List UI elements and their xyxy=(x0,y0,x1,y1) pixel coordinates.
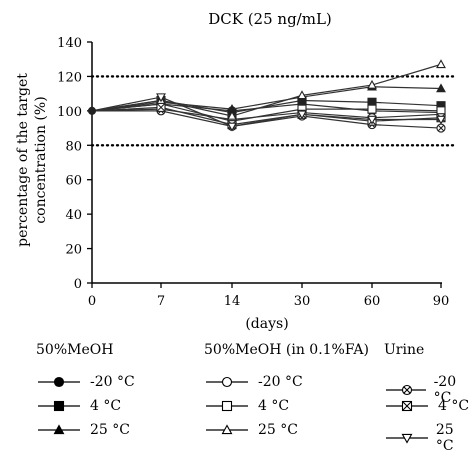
data-point xyxy=(227,122,237,132)
legend-item: 4 °C xyxy=(204,398,289,414)
data-point xyxy=(227,110,237,120)
legend-marker xyxy=(53,376,65,388)
legend-swatch xyxy=(206,400,248,412)
series-line xyxy=(91,106,442,126)
y-tick-label: 20 xyxy=(65,243,82,258)
legend-swatch xyxy=(206,424,248,435)
data-point xyxy=(436,123,446,133)
legend-swatch xyxy=(386,384,426,396)
legend-item-label: 4 °C xyxy=(438,398,470,414)
y-axis-label-line-2: concentration (%) xyxy=(33,96,49,223)
y-ticks: 0 20 40 60 80 100 120 140 xyxy=(57,36,92,292)
legend-item: 4 °C xyxy=(36,398,121,414)
legend-item: -20 °C xyxy=(204,374,303,390)
x-tick-label: 14 xyxy=(224,294,241,309)
legend-item-label: -20 °C xyxy=(433,374,457,406)
y-tick-label: 100 xyxy=(57,105,82,120)
data-point xyxy=(367,104,377,114)
data-point xyxy=(436,59,446,69)
series-meoh-4 xyxy=(91,95,446,118)
reference-lines xyxy=(90,75,457,147)
legend-item-label: 25 °C xyxy=(90,422,130,438)
data-point xyxy=(297,110,307,120)
legend-group-title: 50%MeOH xyxy=(36,342,114,358)
legend-marker xyxy=(221,400,233,412)
legend-item-label: 25 °C xyxy=(435,422,454,454)
legend-marker xyxy=(401,433,413,444)
series-line xyxy=(91,86,442,112)
legend-swatch xyxy=(38,376,80,388)
legend-swatch xyxy=(386,433,428,444)
data-point xyxy=(436,115,446,125)
y-tick-label: 120 xyxy=(57,70,82,85)
data-point xyxy=(156,102,166,112)
legend-swatch xyxy=(386,400,428,412)
y-tick-label: 60 xyxy=(65,174,82,189)
y-axis-label-line-1: percentage of the target xyxy=(15,73,31,247)
series-line xyxy=(91,96,441,127)
x-tick-label: 90 xyxy=(433,294,450,309)
legend-marker xyxy=(221,424,233,435)
data-point xyxy=(436,83,446,93)
series-group xyxy=(87,59,446,133)
series-line xyxy=(91,103,442,122)
data-point xyxy=(367,79,377,89)
y-tick-label: 40 xyxy=(65,208,82,223)
legend-marker xyxy=(401,384,413,396)
legend-item: 4 °C xyxy=(384,398,469,414)
y-tick-label: 80 xyxy=(65,139,82,154)
series-line xyxy=(91,108,442,121)
series-line xyxy=(91,63,442,117)
x-tick-label: 30 xyxy=(294,294,311,309)
data-point xyxy=(297,90,307,100)
legend-item: -20 °C xyxy=(36,374,135,390)
legend-swatch xyxy=(38,424,80,435)
legend-item-label: -20 °C xyxy=(90,374,135,390)
y-tick-label: 140 xyxy=(57,36,82,51)
legend-item: 25 °C xyxy=(384,422,474,454)
legend-group-title: 50%MeOH (in 0.1%FA) xyxy=(204,342,369,358)
y-tick-label: 0 xyxy=(74,277,82,292)
legend-item-label: 4 °C xyxy=(90,398,122,414)
legend-item: 25 °C xyxy=(204,422,298,438)
legend-marker xyxy=(221,376,233,388)
legend-item: 25 °C xyxy=(36,422,130,438)
legend-marker xyxy=(401,400,413,412)
x-tick-label: 7 xyxy=(157,294,165,309)
legend-swatch xyxy=(38,400,80,412)
data-point xyxy=(367,115,377,125)
legend-marker xyxy=(53,400,65,412)
x-ticks: 0 7 14 30 60 90 xyxy=(88,283,449,309)
x-tick-label: 0 xyxy=(88,294,96,309)
data-point-start xyxy=(87,106,97,115)
legend-group-title: Urine xyxy=(384,342,425,358)
legend-marker xyxy=(53,424,65,435)
series-line xyxy=(92,110,442,129)
legend-item-label: 25 °C xyxy=(258,422,298,438)
data-point xyxy=(156,93,166,103)
legend-item: -20 °C xyxy=(384,374,474,406)
legend-swatch xyxy=(206,376,248,388)
x-tick-label: 60 xyxy=(364,294,381,309)
series-urine-25 xyxy=(91,93,446,132)
legend-item-label: -20 °C xyxy=(258,374,303,390)
x-axis-label: (days) xyxy=(245,316,288,332)
chart-title: DCK (25 ng/mL) xyxy=(208,10,332,28)
legend-item-label: 4 °C xyxy=(258,398,290,414)
